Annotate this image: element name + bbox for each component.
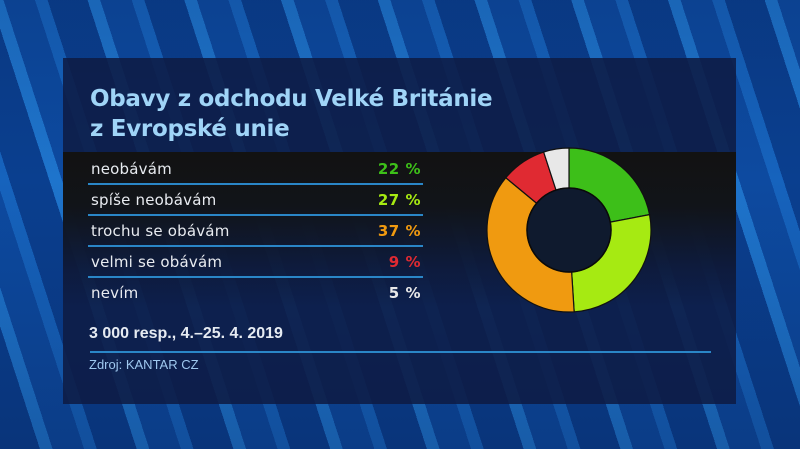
row-value: 22 %	[377, 159, 421, 178]
sample-footnote: 3 000 resp., 4.–25. 4. 2019	[89, 325, 283, 342]
table-row: velmi se obávám 9 %	[88, 247, 423, 278]
row-label: trochu se obávám	[91, 221, 230, 240]
legend-table: neobávám 22 % spíše neobávám 27 % trochu…	[88, 154, 423, 307]
donut-hole	[526, 187, 612, 273]
donut-chart	[486, 147, 652, 313]
row-label: neobávám	[91, 159, 172, 178]
divider	[90, 351, 711, 353]
row-label: velmi se obávám	[91, 252, 223, 271]
row-value: 9 %	[388, 252, 421, 271]
table-row: trochu se obávám 37 %	[88, 216, 423, 247]
title-line-2: z Evropské unie	[90, 116, 290, 142]
source-note: Zdroj: KANTAR CZ	[89, 357, 199, 372]
row-value: 37 %	[377, 221, 421, 240]
row-label: nevím	[91, 283, 139, 302]
table-row: neobávám 22 %	[88, 154, 423, 185]
chart-panel: Obavy z odchodu Velké Británie z Evropsk…	[63, 58, 736, 404]
title-line-1: Obavy z odchodu Velké Británie	[90, 86, 493, 112]
table-row: spíše neobávám 27 %	[88, 185, 423, 216]
row-value: 27 %	[377, 190, 421, 209]
table-row: nevím 5 %	[88, 278, 423, 307]
row-value: 5 %	[388, 283, 421, 302]
row-label: spíše neobávám	[91, 190, 217, 209]
chart-title: Obavy z odchodu Velké Británie z Evropsk…	[90, 84, 493, 144]
